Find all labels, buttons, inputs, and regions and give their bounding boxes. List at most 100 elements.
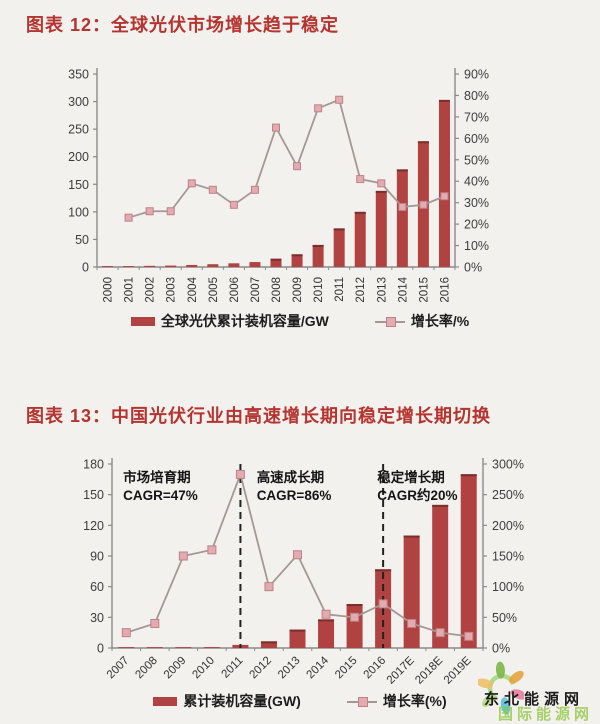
line-marker [235, 469, 245, 479]
bar-cap [375, 190, 387, 193]
left-axis-label: 250 [68, 123, 89, 137]
bar [186, 264, 198, 267]
left-axis-label: 150 [83, 488, 104, 502]
line-marker [314, 104, 323, 113]
bar [354, 211, 366, 267]
x-axis-label: 2012 [355, 277, 367, 303]
x-axis-label: 2018E [413, 654, 445, 686]
x-axis-label: 2008 [271, 277, 283, 303]
left-axis-label: 90 [90, 550, 104, 564]
bar-cap [291, 254, 303, 257]
bar-cap [333, 228, 345, 231]
line-series-swatch-icon [374, 316, 405, 327]
bar-cap [396, 169, 408, 172]
bar [403, 535, 420, 648]
x-axis-label: 2013 [276, 655, 303, 682]
x-axis-label: 2010 [313, 277, 325, 303]
chart13-legend: 累计装机容量(GW) 增长率(%) [0, 691, 600, 711]
line-marker [121, 628, 131, 638]
bar-cap [312, 244, 324, 247]
x-axis-label: 2002 [145, 277, 157, 303]
line-marker [229, 200, 238, 209]
legend-label: 累计装机容量(GW) [183, 693, 301, 709]
flower-petal [481, 693, 496, 707]
bar-cap [438, 99, 450, 102]
flower-logo-icon [478, 661, 524, 715]
right-axis-label: 300% [492, 458, 524, 472]
line-marker [407, 618, 417, 628]
line-marker [187, 179, 196, 188]
x-axis-label: 2016 [439, 277, 451, 303]
flower-petal [500, 697, 511, 715]
watermark: 东北能源网 国际能源网 [478, 661, 600, 724]
line-marker [293, 550, 302, 560]
line-marker [208, 185, 217, 194]
right-axis-label: 150% [492, 550, 524, 564]
right-axis-label: 60% [464, 132, 489, 146]
china-pv-chart: 0 30 60 90 120 150 180 0% 50% 100% 150% 200% 250% 300… [83, 458, 524, 687]
bar [123, 266, 135, 267]
line-marker [440, 192, 449, 201]
bar-cap [460, 474, 477, 477]
chart12-title: 图表 12：全球光伏市场增长趋于稳定 [26, 15, 340, 35]
line-marker [293, 162, 302, 171]
bar-cap [375, 569, 392, 572]
bar-cap [417, 141, 429, 144]
bar [203, 647, 220, 648]
bar [270, 258, 282, 267]
left-axis-label: 30 [90, 611, 104, 625]
legend-item-global-growth: 增长率/% [374, 311, 469, 331]
legend-label: 增长率(%) [382, 693, 447, 709]
line-marker [321, 609, 331, 619]
flower-petal [510, 689, 524, 700]
x-axis-label: 2000 [103, 277, 115, 303]
x-axis-label: 2017E [385, 654, 417, 686]
bar [318, 619, 335, 648]
bar-cap [318, 619, 335, 622]
watermark-text: 东北能源网 [484, 691, 585, 708]
left-axis-label: 300 [68, 95, 89, 109]
bar-cap [346, 604, 363, 607]
phase-annotation: CAGR=47% [123, 488, 198, 503]
bar [438, 99, 450, 267]
right-axis-label: 30% [464, 196, 489, 210]
x-axis-label: 2015 [418, 277, 430, 303]
x-axis-label: 2011 [334, 277, 346, 302]
flower-petal [509, 670, 524, 684]
bar [207, 264, 219, 267]
bar-cap [432, 504, 449, 507]
left-axis-label: 180 [83, 458, 104, 472]
bar [460, 474, 477, 648]
bar [333, 228, 345, 267]
chart13-title: 图表 13：中国光伏行业由高速增长期向稳定增长期切换 [26, 406, 492, 426]
line-marker [398, 202, 407, 211]
left-axis-label: 350 [68, 68, 89, 82]
right-axis-label: 90% [464, 68, 489, 82]
x-axis-label: 2013 [376, 277, 388, 303]
phase-annotation: 高速成长期 [257, 469, 325, 485]
line-marker [464, 631, 474, 641]
line-marker [377, 179, 386, 188]
right-axis-label: 50% [492, 611, 517, 625]
line-series-swatch-icon [346, 696, 377, 707]
bar [228, 263, 240, 267]
line-marker [335, 95, 344, 104]
right-axis-label: 200% [492, 519, 524, 533]
bar [175, 647, 192, 648]
left-axis-label: 100 [68, 205, 89, 219]
line-marker [419, 200, 428, 209]
chart12-legend: 全球光伏累计装机容量/GW 增长率/% [0, 311, 600, 331]
bar [118, 647, 135, 648]
line-marker [356, 175, 365, 184]
growth-line [128, 98, 445, 219]
left-axis-label: 120 [83, 519, 104, 533]
legend-item-china-growth: 增长率(%) [346, 691, 447, 711]
bar-series-swatch-icon [153, 696, 178, 706]
x-axis-label: 2010 [190, 655, 217, 682]
left-axis-label: 60 [90, 580, 104, 594]
left-axis-label: 0 [82, 261, 89, 275]
line-marker [150, 618, 160, 628]
legend-label: 全球光伏累计装机容量/GW [160, 313, 329, 329]
right-axis-label: 50% [464, 153, 489, 167]
